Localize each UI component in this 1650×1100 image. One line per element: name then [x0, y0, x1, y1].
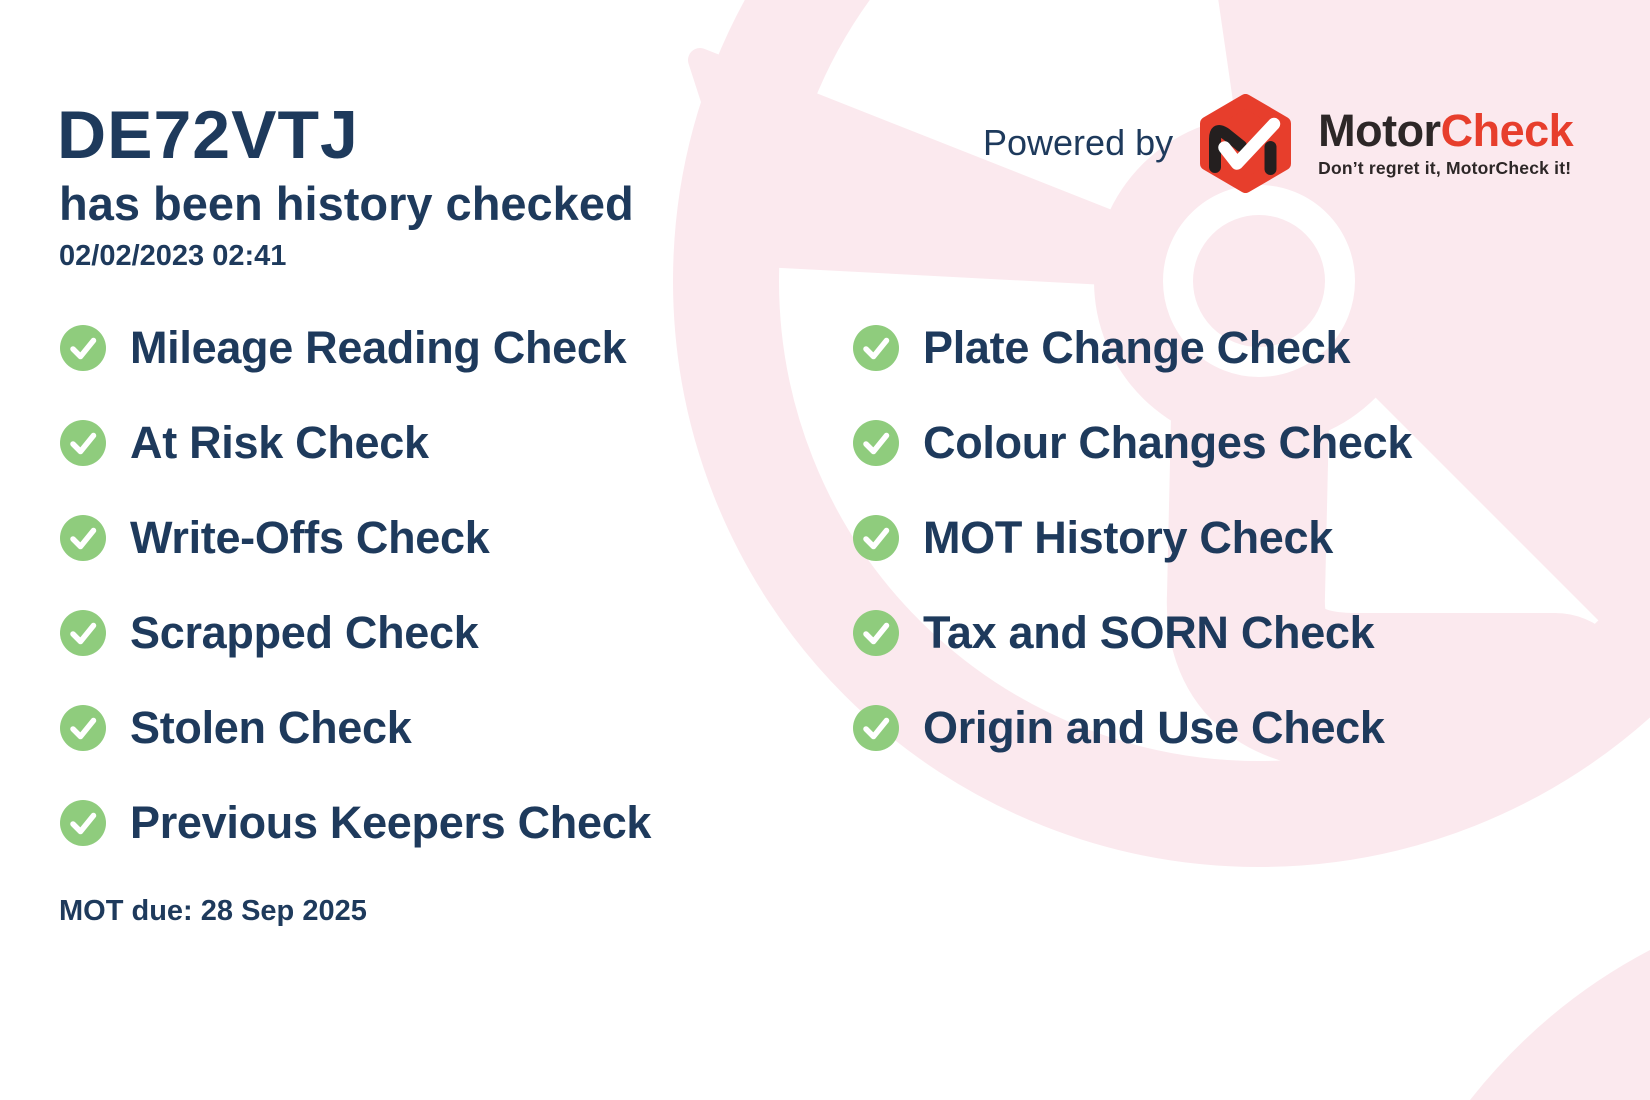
mot-due-label: MOT due: 28 Sep 2025	[59, 895, 367, 927]
check-item: At Risk Check	[60, 395, 651, 490]
check-item: Scrapped Check	[60, 585, 651, 680]
check-circle-icon	[60, 515, 106, 561]
branding-block: Powered by MotorCheck Don’t regret it, M…	[983, 92, 1574, 194]
check-circle-icon	[60, 325, 106, 371]
check-item: Stolen Check	[60, 680, 651, 775]
checks-column-left: Mileage Reading Check At Risk Check Writ…	[60, 300, 651, 870]
check-item: Origin and Use Check	[853, 680, 1412, 775]
check-item-label: Origin and Use Check	[923, 701, 1385, 753]
check-item: Mileage Reading Check	[60, 300, 651, 395]
check-circle-icon	[853, 420, 899, 466]
check-item-label: Tax and SORN Check	[923, 606, 1375, 658]
brand-text: MotorCheck Don’t regret it, MotorCheck i…	[1318, 105, 1574, 178]
check-item-label: Previous Keepers Check	[130, 796, 652, 848]
check-item-label: Scrapped Check	[130, 606, 479, 658]
check-circle-icon	[853, 705, 899, 751]
check-item-label: Write-Offs Check	[130, 511, 490, 563]
check-item: Write-Offs Check	[60, 490, 651, 585]
check-circle-icon	[853, 515, 899, 561]
check-item: Previous Keepers Check	[60, 775, 651, 870]
check-item-label: Plate Change Check	[923, 321, 1351, 373]
registration-plate: DE72VTJ	[57, 97, 359, 173]
checks-column-right: Plate Change Check Colour Changes Check …	[853, 300, 1412, 775]
check-item-label: Mileage Reading Check	[130, 321, 627, 373]
check-item-label: Colour Changes Check	[923, 416, 1413, 468]
check-item: Tax and SORN Check	[853, 585, 1412, 680]
check-circle-icon	[60, 705, 106, 751]
check-item: MOT History Check	[853, 490, 1412, 585]
check-item-label: Stolen Check	[130, 701, 412, 753]
check-item-label: MOT History Check	[923, 511, 1333, 563]
check-item-label: At Risk Check	[130, 416, 429, 468]
subtitle: has been history checked	[59, 177, 634, 230]
check-circle-icon	[60, 800, 106, 846]
motorcheck-logo-icon	[1200, 93, 1292, 193]
check-circle-icon	[60, 610, 106, 656]
check-item: Colour Changes Check	[853, 395, 1412, 490]
brand-name-motor: Motor	[1318, 105, 1441, 157]
check-circle-icon	[60, 420, 106, 466]
check-circle-icon	[853, 325, 899, 371]
check-timestamp: 02/02/2023 02:41	[59, 240, 287, 272]
brand-name: MotorCheck	[1318, 105, 1574, 157]
powered-by-label: Powered by	[983, 122, 1174, 163]
brand-name-check: Check	[1440, 105, 1574, 157]
check-circle-icon	[853, 610, 899, 656]
check-item: Plate Change Check	[853, 300, 1412, 395]
brand-tagline: Don’t regret it, MotorCheck it!	[1318, 157, 1572, 178]
